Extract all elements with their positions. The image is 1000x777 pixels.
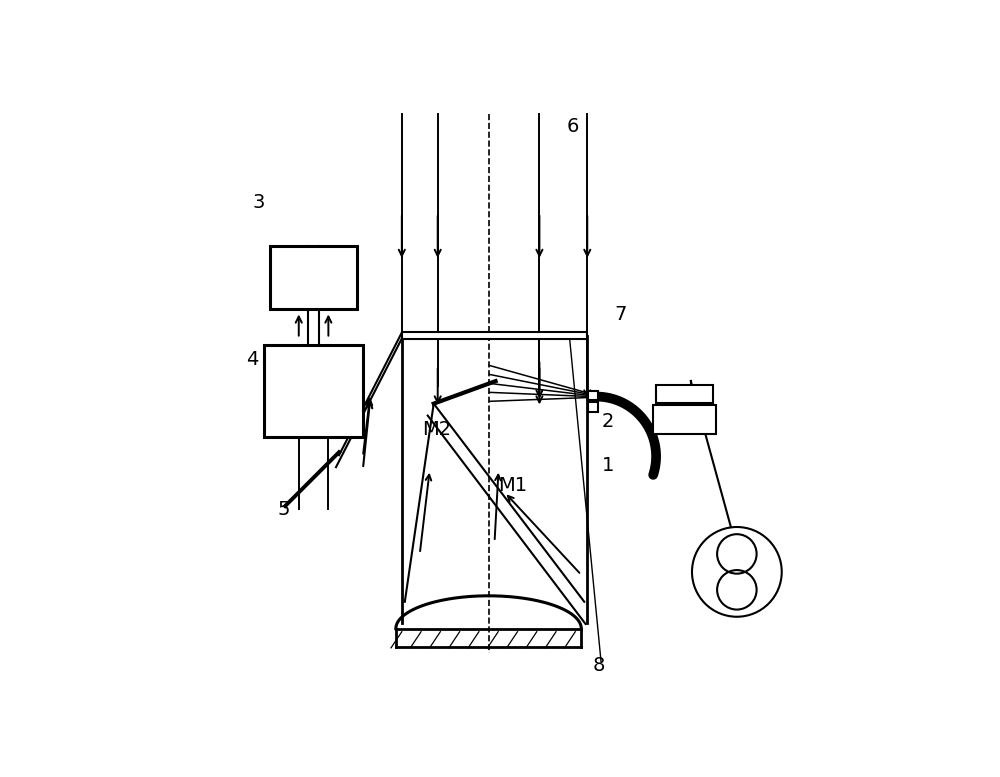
Text: 8: 8 [593, 657, 605, 675]
Text: M2: M2 [422, 420, 451, 439]
Text: 6: 6 [566, 117, 579, 136]
Bar [588, 391, 598, 400]
Text: 2: 2 [602, 412, 614, 430]
Bar [402, 332, 587, 340]
Text: 7: 7 [614, 305, 626, 324]
Bar [656, 385, 713, 403]
Bar [588, 402, 598, 412]
Text: 3: 3 [252, 193, 264, 211]
Text: 5: 5 [278, 500, 290, 518]
Bar [270, 246, 357, 308]
Bar [264, 344, 363, 437]
Bar [653, 405, 716, 434]
Text: 4: 4 [246, 350, 258, 369]
Text: M1: M1 [498, 476, 527, 495]
Text: 1: 1 [602, 456, 614, 475]
